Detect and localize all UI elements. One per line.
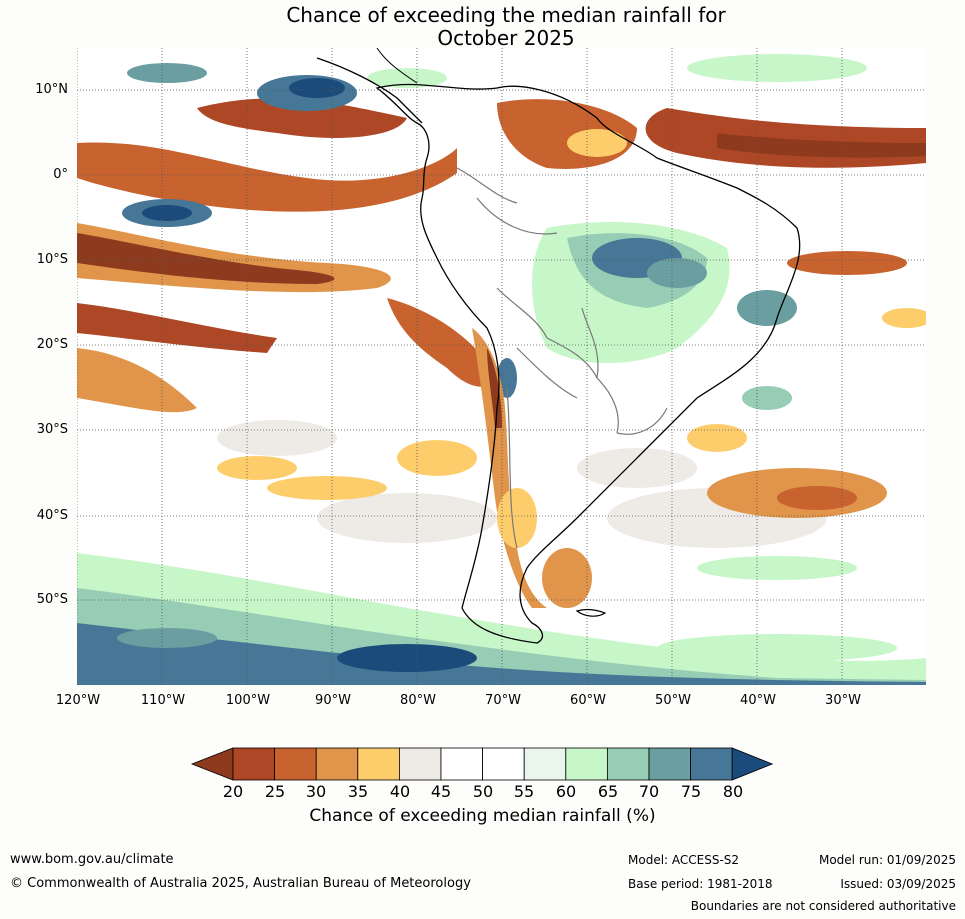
rainfall-map: [77, 48, 926, 685]
colorbar-label-30: 30: [305, 782, 327, 801]
colorbar-segment: [274, 747, 317, 781]
colorbar-label-20: 20: [222, 782, 244, 801]
colorbar-label-35: 35: [347, 782, 369, 801]
lat-tick-30s: 30°S: [36, 422, 68, 437]
colorbar-segment: [440, 747, 483, 781]
model-name: Model: ACCESS-S2: [628, 853, 740, 867]
lon-tick-50w: 50°W: [655, 693, 691, 708]
colorbar-segment: [357, 747, 400, 781]
title-line-2: October 2025: [437, 26, 575, 50]
rainfall-map-graphic: [77, 48, 926, 685]
copyright-text: © Commonwealth of Australia 2025, Austra…: [10, 876, 471, 891]
lon-tick-60w: 60°W: [570, 693, 606, 708]
lat-tick-0: 0°: [53, 167, 68, 182]
colorbar-label-65: 65: [597, 782, 619, 801]
lat-tick-40s: 40°S: [36, 508, 68, 523]
colorbar-segment: [523, 747, 567, 781]
lon-tick-70w: 70°W: [485, 693, 521, 708]
issued-date: Issued: 03/09/2025: [840, 877, 956, 891]
model-run-date: Model run: 01/09/2025: [818, 853, 956, 867]
colorbar-label-80: 80: [722, 782, 744, 801]
colorbar: [190, 747, 774, 781]
title-line-1: Chance of exceeding the median rainfall …: [286, 3, 726, 27]
map-title: Chance of exceeding the median rainfall …: [0, 4, 965, 50]
colorbar-label-55: 55: [513, 782, 535, 801]
colorbar-segment: [398, 747, 442, 781]
lon-tick-120w: 120°W: [55, 693, 101, 708]
colorbar-arrow-high: [731, 747, 774, 781]
colorbar-segment: [606, 747, 650, 781]
colorbar-label-45: 45: [430, 782, 452, 801]
colorbar-label-70: 70: [638, 782, 660, 801]
lon-tick-100w: 100°W: [225, 693, 271, 708]
colorbar-segment: [482, 747, 525, 781]
colorbar-segment: [565, 747, 608, 781]
colorbar-segment: [315, 747, 359, 781]
lon-tick-110w: 110°W: [140, 693, 186, 708]
base-period: Base period: 1981-2018: [628, 877, 773, 891]
lon-tick-80w: 80°W: [400, 693, 436, 708]
colorbar-label-40: 40: [389, 782, 411, 801]
colorbar-label-50: 50: [472, 782, 494, 801]
disclaimer: Boundaries are not considered authoritat…: [690, 899, 956, 913]
lat-tick-10s: 10°S: [36, 252, 68, 267]
colorbar-segment: [648, 747, 691, 781]
lat-tick-50s: 50°S: [36, 592, 68, 607]
colorbar-arrow-low: [190, 747, 234, 781]
lat-tick-20s: 20°S: [36, 337, 68, 352]
colorbar-label-60: 60: [555, 782, 577, 801]
colorbar-segment: [690, 747, 733, 781]
lon-tick-90w: 90°W: [315, 693, 351, 708]
colorbar-title: Chance of exceeding median rainfall (%): [309, 806, 656, 826]
lat-tick-10n: 10°N: [35, 82, 68, 97]
lon-tick-30w: 30°W: [825, 693, 861, 708]
colorbar-label-75: 75: [680, 782, 702, 801]
website-link[interactable]: www.bom.gov.au/climate: [10, 852, 174, 867]
lon-tick-40w: 40°W: [740, 693, 776, 708]
colorbar-segment: [232, 747, 275, 781]
colorbar-label-25: 25: [264, 782, 286, 801]
